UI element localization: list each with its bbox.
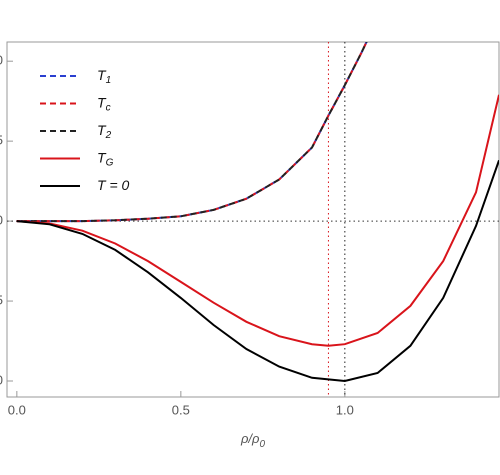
y-tick-label: 10: [0, 53, 3, 68]
legend-label: Tc: [97, 94, 111, 113]
legend-name: T: [97, 122, 107, 138]
x-tick-label: 0.0: [8, 402, 26, 417]
y-tick-label: -10: [0, 372, 3, 387]
legend-name: T = 0: [97, 177, 130, 193]
legend-subscript: G: [106, 157, 114, 168]
legend-label: T = 0: [97, 177, 130, 193]
y-tick-label: 5: [0, 133, 3, 148]
legend-label: T1: [97, 67, 111, 86]
series-line: [16, 94, 499, 347]
legend-label: T2: [97, 122, 112, 141]
series-line: [16, 42, 368, 223]
legend-name: T: [97, 67, 107, 83]
y-tick-label: 0: [0, 213, 3, 228]
y-tick-label: -5: [0, 292, 3, 307]
legend-subscript: c: [106, 102, 111, 113]
series-line: [16, 159, 499, 383]
legend-name: T: [97, 149, 107, 165]
x-axis-label: ρ/ρ0: [240, 431, 266, 449]
series-line: [16, 42, 368, 223]
legend-subscript: 1: [106, 75, 112, 86]
x-tick-label: 0.5: [172, 402, 190, 417]
legend-subscript: 2: [105, 130, 112, 141]
legend-label: TG: [97, 149, 114, 168]
legend-name: T: [97, 94, 107, 110]
plot-area: [7, 42, 499, 397]
series-line: [16, 42, 368, 223]
x-tick-label: 1.0: [336, 402, 354, 417]
plot-frame: [6, 41, 500, 398]
